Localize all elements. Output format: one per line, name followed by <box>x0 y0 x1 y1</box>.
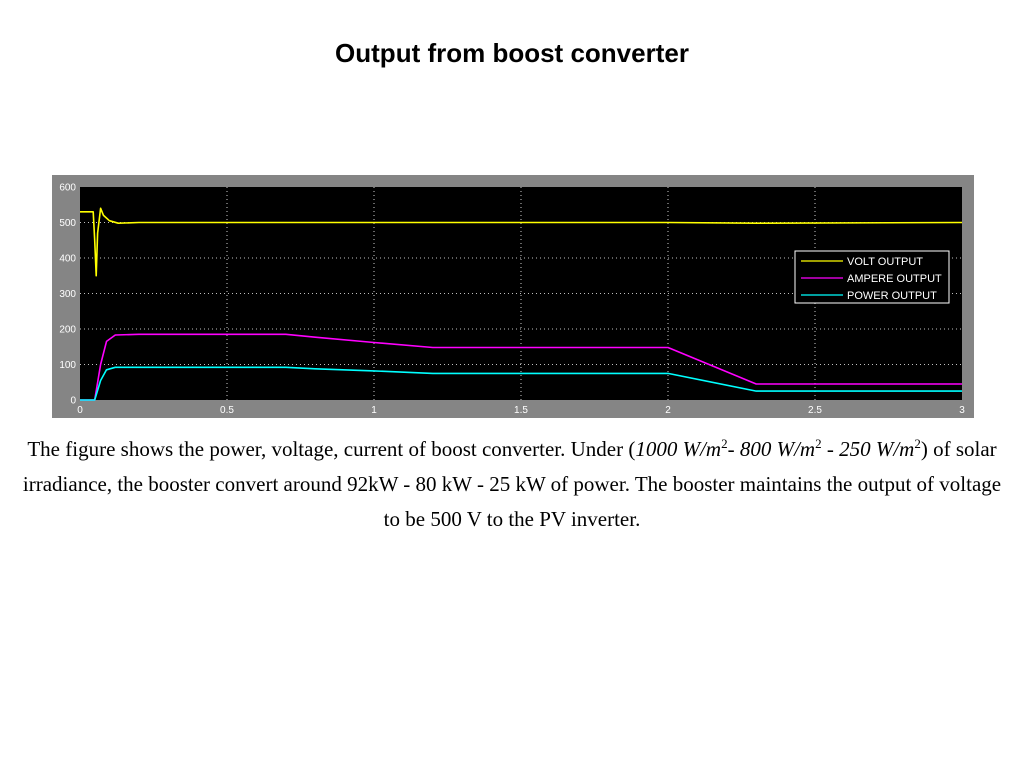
series-line-ampere-output <box>80 333 962 401</box>
series-lines <box>80 207 963 401</box>
legend-box <box>794 250 950 304</box>
tick-labels: 0 0.5 1 1.5 2 2.5 3 0 100 200 300 400 500 600 <box>59 183 965 417</box>
caption-irradiance-2: - 800 W/m <box>727 437 816 461</box>
caption-sup-3: 2 <box>914 436 921 451</box>
slide-caption: The figure shows the power, voltage, cur… <box>14 432 1010 537</box>
series-line-volt-output <box>80 207 963 277</box>
legend-label-ampere: AMPERE OUTPUT <box>847 273 942 285</box>
x-tick-label: 2.5 <box>808 405 822 416</box>
x-tick-label: 2 <box>665 405 671 416</box>
chart-svg: 0 0.5 1 1.5 2 2.5 3 0 100 200 300 400 500 600 VOLT OU… <box>59 183 965 417</box>
legend: VOLT OUTPUT AMPERE OUTPUT POWER OUTPUT <box>794 250 950 304</box>
caption-irradiance-3: - 250 W/m <box>821 437 915 461</box>
caption-text-1: The figure shows the power, voltage, cur… <box>27 437 636 461</box>
caption-sup-1: 2 <box>721 436 728 451</box>
series-line-power-output <box>80 366 962 401</box>
legend-label-volt: VOLT OUTPUT <box>847 256 923 268</box>
y-tick-label: 500 <box>59 218 76 229</box>
y-tick-label: 400 <box>59 254 76 265</box>
x-tick-label: 1.5 <box>514 405 528 416</box>
x-tick-label: 0.5 <box>220 405 234 416</box>
y-tick-label: 600 <box>59 183 76 194</box>
scope-chart: 0 0.5 1 1.5 2 2.5 3 0 100 200 300 400 500 600 VOLT OU… <box>52 175 974 418</box>
caption-text-2: ) of solar irradiance, the booster conve… <box>22 437 1002 531</box>
x-tick-label: 1 <box>371 405 377 416</box>
slide-title: Output from boost converter <box>335 38 689 68</box>
caption-irradiance-1: 1000 W/m <box>635 437 722 461</box>
x-tick-label: 3 <box>959 405 965 416</box>
y-tick-label: 100 <box>59 360 76 371</box>
x-tick-label: 0 <box>77 405 83 416</box>
y-tick-label: 300 <box>59 289 76 300</box>
legend-label-power: POWER OUTPUT <box>847 290 937 302</box>
caption-sup-2: 2 <box>815 436 822 451</box>
y-tick-label: 200 <box>59 325 76 336</box>
y-tick-label: 0 <box>70 396 76 407</box>
